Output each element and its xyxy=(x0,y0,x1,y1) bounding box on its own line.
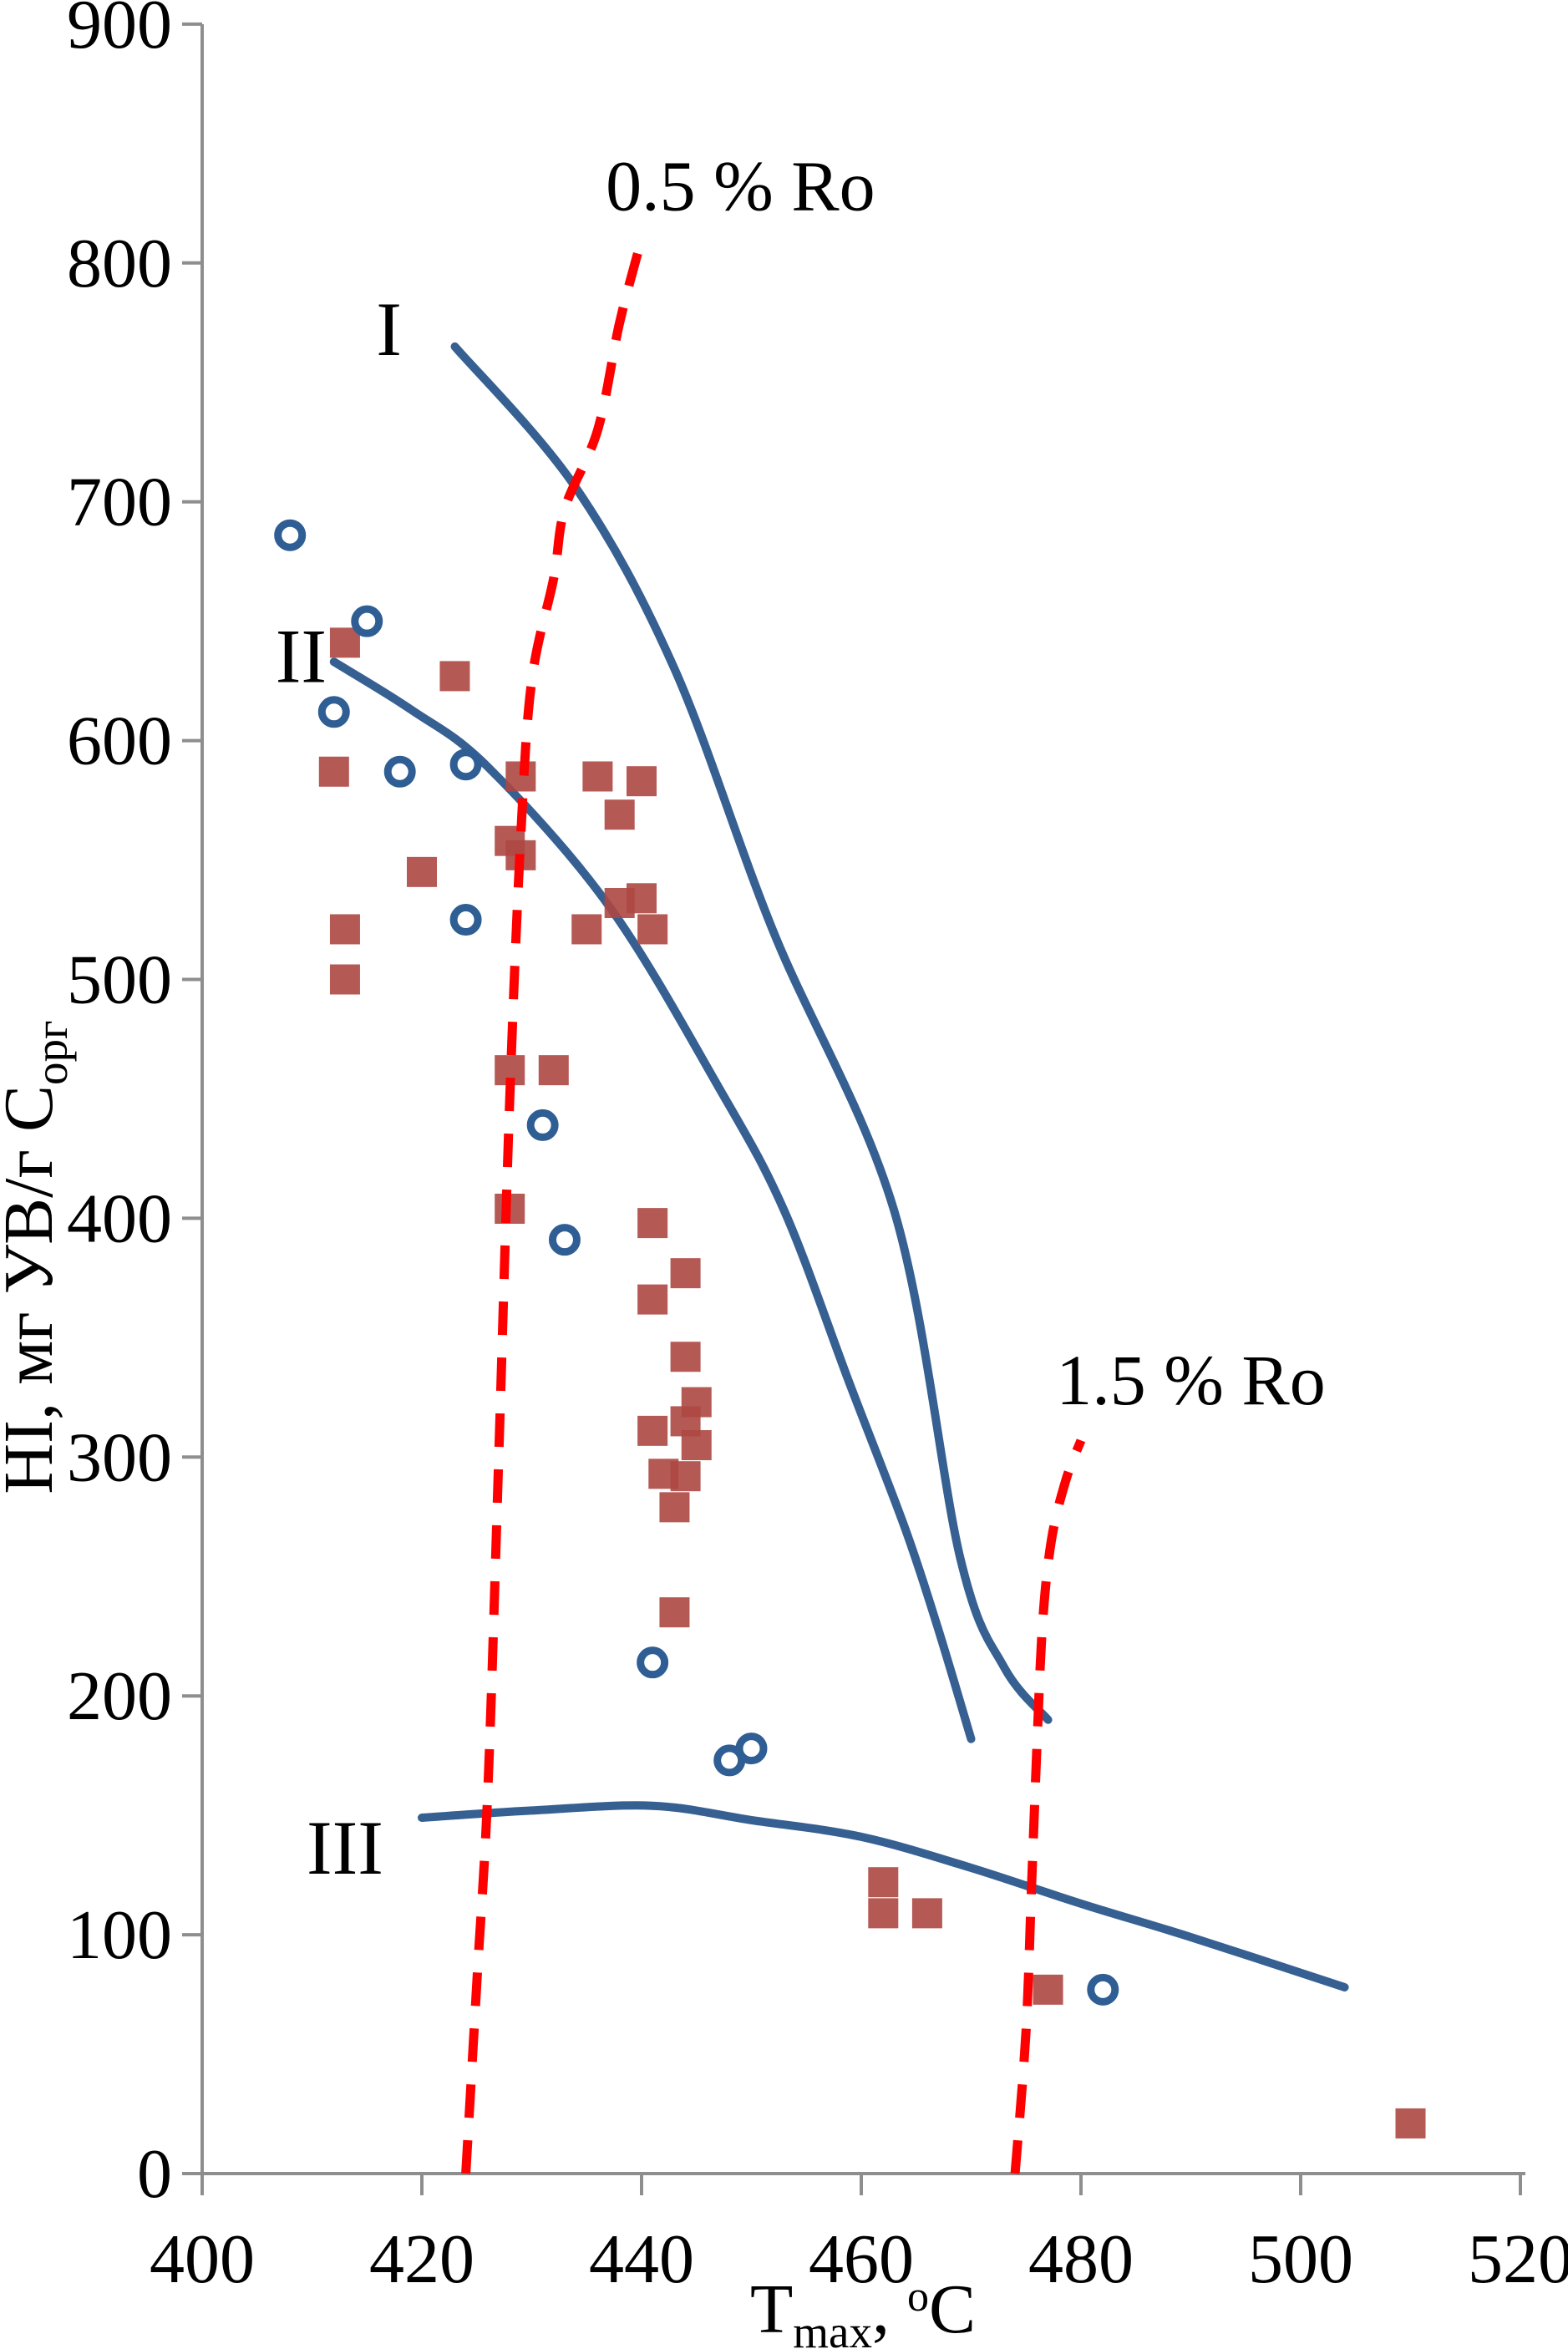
y-axis-title: HI, мг УВ/г Сорг xyxy=(0,1020,77,1494)
kerogen-type-curves xyxy=(329,342,1349,1991)
y-tick-label: 800 xyxy=(67,225,172,302)
data-point-square xyxy=(637,1284,668,1315)
x-tick-label: 500 xyxy=(1248,2220,1353,2298)
y-axis-title-group: HI, мг УВ/г Сорг xyxy=(0,1020,77,1494)
data-points xyxy=(274,519,1426,2138)
y-tick-label: 600 xyxy=(67,703,172,780)
data-point-square xyxy=(407,856,437,887)
data-point-square xyxy=(318,756,349,787)
y-tick-label: 300 xyxy=(67,1418,172,1496)
y-tick-label: 200 xyxy=(67,1657,172,1735)
data-point-circle xyxy=(317,696,350,728)
data-point-circle xyxy=(1087,1973,1119,2006)
ro-1.5-dashed-line xyxy=(1010,1438,1086,2174)
data-point-square xyxy=(681,1430,712,1461)
data-point-circle xyxy=(548,1224,581,1256)
x-tick-label: 440 xyxy=(589,2220,694,2298)
data-point-square xyxy=(670,1342,701,1372)
curve-III xyxy=(418,1801,1349,1991)
data-point-square xyxy=(911,1898,942,1929)
data-point-square xyxy=(637,914,668,945)
data-point-square xyxy=(659,1492,690,1523)
data-point-square xyxy=(329,964,360,995)
curve-label-III: III xyxy=(307,1805,383,1890)
curve-II xyxy=(329,657,976,1743)
y-tick-label: 0 xyxy=(137,2135,172,2213)
x-tick-label: 520 xyxy=(1468,2220,1568,2298)
data-point-square xyxy=(868,1898,899,1929)
data-point-square xyxy=(868,1867,899,1898)
ro-0.5-dashed-line xyxy=(461,237,647,2174)
data-point-square xyxy=(637,1415,668,1446)
x-tick-label: 400 xyxy=(150,2220,255,2298)
data-point-circle xyxy=(735,1733,768,1765)
data-point-square xyxy=(1033,1974,1063,2005)
data-point-circle xyxy=(449,748,482,781)
data-point-square xyxy=(439,661,470,692)
curve-label-II: II xyxy=(276,614,327,699)
y-tick-label: 400 xyxy=(67,1180,172,1257)
data-point-square xyxy=(659,1597,690,1628)
y-tick-label: 700 xyxy=(67,464,172,541)
data-point-circle xyxy=(274,519,307,551)
ro-0.5-label: 0.5 % Ro xyxy=(606,145,875,226)
curve-I xyxy=(450,342,1053,1724)
data-point-square xyxy=(571,914,602,945)
axes: 0 100 200 300 400 500 600 700 800 900 400 420 440 460… xyxy=(67,0,1568,2298)
x-axis-title: Tmax, oC xyxy=(750,2270,976,2349)
x-tick-label: 460 xyxy=(809,2220,914,2298)
vitrinite-reflectance-lines xyxy=(461,237,1086,2174)
curve-label-I: I xyxy=(376,287,402,372)
data-point-square xyxy=(329,914,360,945)
data-point-square xyxy=(627,883,657,914)
y-tick-label: 100 xyxy=(67,1896,172,1974)
data-point-square xyxy=(329,627,360,658)
data-point-circle xyxy=(637,1646,669,1679)
y-tick-label: 500 xyxy=(67,941,172,1019)
data-point-square xyxy=(627,766,657,797)
ro-1.5-label: 1.5 % Ro xyxy=(1056,1340,1326,1420)
data-point-square xyxy=(538,1055,569,1086)
data-point-circle xyxy=(383,755,416,788)
data-point-square xyxy=(670,1461,701,1492)
data-point-circle xyxy=(449,904,482,936)
data-point-circle xyxy=(526,1109,559,1141)
data-point-square xyxy=(670,1258,701,1289)
x-tick-label: 420 xyxy=(369,2220,474,2298)
data-point-square xyxy=(582,761,613,792)
x-tick-label: 480 xyxy=(1028,2220,1134,2298)
data-point-square xyxy=(637,1208,668,1239)
data-point-circle xyxy=(351,605,383,637)
data-point-square xyxy=(1395,2108,1426,2138)
data-point-square xyxy=(604,799,635,830)
y-tick-label: 900 xyxy=(67,0,172,63)
